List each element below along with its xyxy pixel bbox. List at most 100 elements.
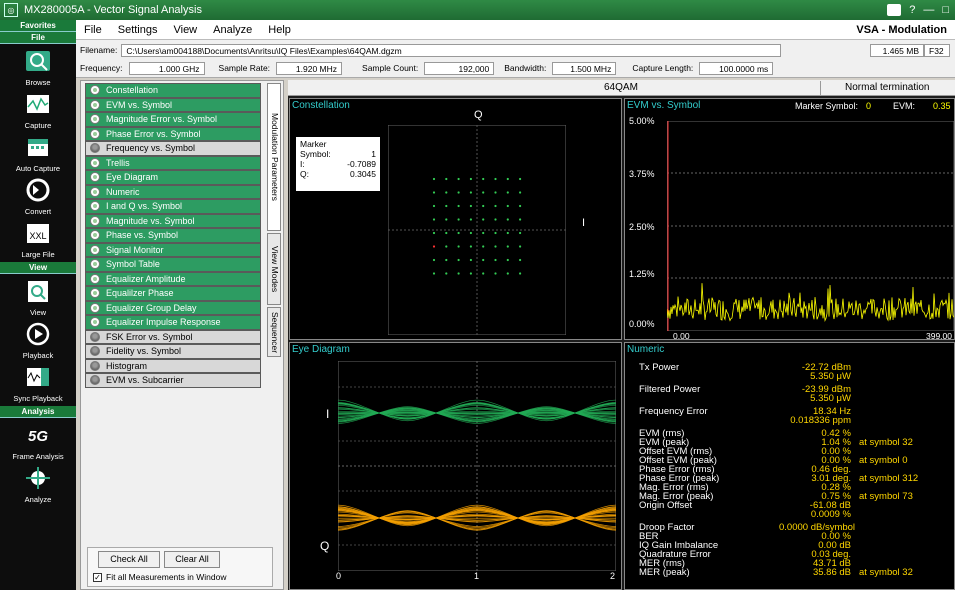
radio-off-icon[interactable] <box>90 331 100 342</box>
help-button[interactable]: ? <box>909 4 916 16</box>
radio-off-icon[interactable] <box>90 360 100 371</box>
measurement-item[interactable]: Eye Diagram <box>85 170 261 185</box>
evm-ytick-2-5: 2.50% <box>629 222 655 232</box>
minimize-button[interactable]: — <box>923 4 935 16</box>
sidebar-label-browse: Browse <box>25 78 51 87</box>
sidebar-item-view[interactable]: View <box>0 274 76 317</box>
sidebar-item-analyze[interactable]: Analyze <box>0 461 76 504</box>
radio-on-icon[interactable] <box>90 215 100 226</box>
menu-file[interactable]: File <box>84 23 102 36</box>
measurement-item[interactable]: Equalilzer Phase <box>85 286 261 301</box>
sidebar-item-frame-analysis[interactable]: 5G Frame Analysis <box>0 418 76 461</box>
marker-q-label: Q: <box>300 169 309 179</box>
sidebar-item-auto-capture[interactable]: Auto Capture <box>0 130 76 173</box>
measurement-item[interactable]: Constellation <box>85 83 261 98</box>
radio-on-icon[interactable] <box>90 128 100 139</box>
numeric-value: 18.34 Hz <box>812 406 851 417</box>
numeric-row: MER (rms) 43.71 dB <box>639 559 918 569</box>
clear-all-button[interactable]: Clear All <box>164 551 220 568</box>
numeric-extra: at symbol 73 <box>859 491 913 502</box>
sidebar-section-view[interactable]: View <box>0 262 76 274</box>
radio-on-icon[interactable] <box>90 230 100 241</box>
radio-on-icon[interactable] <box>90 172 100 183</box>
sidebar-item-capture[interactable]: Capture <box>0 87 76 130</box>
main-display: 64QAM Normal termination Constellation Q… <box>288 80 955 590</box>
radio-on-icon[interactable] <box>90 157 100 168</box>
radio-on-icon[interactable] <box>90 114 100 125</box>
sidebar-item-playback[interactable]: Playback <box>0 317 76 360</box>
sidebar-section-favorites[interactable]: Favorites <box>0 20 76 32</box>
numeric-row: Phase Error (peak) 3.01 deg. at symbol 312 <box>639 474 918 484</box>
menu-analyze[interactable]: Analyze <box>213 23 253 36</box>
eye-i-traces <box>338 399 616 424</box>
measurement-item[interactable]: EVM vs. Symbol <box>85 97 261 112</box>
sidebar-section-analysis[interactable]: Analysis <box>0 406 76 418</box>
eye-diagram-pane[interactable]: Eye Diagram I Q 0 1 2 <box>289 342 622 590</box>
radio-on-icon[interactable] <box>90 99 100 110</box>
radio-on-icon[interactable] <box>90 288 100 299</box>
sidebar-item-sync-playback[interactable]: Sync Playback <box>0 360 76 403</box>
menu-view[interactable]: View <box>173 23 198 36</box>
check-all-button[interactable]: Check All <box>98 551 160 568</box>
radio-on-icon[interactable] <box>90 85 100 96</box>
measurement-item[interactable]: EVM vs. Subcarrier <box>85 373 261 388</box>
measurement-item[interactable]: Numeric <box>85 184 261 199</box>
measurement-item[interactable]: Phase Error vs. Symbol <box>85 126 261 141</box>
measurement-item[interactable]: Histogram <box>85 358 261 373</box>
measurement-item[interactable]: Equalizer Group Delay <box>85 300 261 315</box>
measurement-item[interactable]: Equalizer Amplitude <box>85 271 261 286</box>
radio-on-icon[interactable] <box>90 186 100 197</box>
numeric-extra <box>851 523 859 532</box>
radio-on-icon[interactable] <box>90 317 100 328</box>
maximize-button[interactable]: □ <box>942 4 949 16</box>
measurement-label: EVM vs. Subcarrier <box>106 375 184 386</box>
radio-on-icon[interactable] <box>90 201 100 212</box>
left-sidebar: Favorites File Browse Capture Auto Captu… <box>0 20 76 590</box>
menu-help[interactable]: Help <box>268 23 291 36</box>
radio-off-icon[interactable] <box>90 143 100 154</box>
measurement-item[interactable]: Frequency vs. Symbol <box>85 141 261 156</box>
sidebar-item-convert[interactable]: Convert <box>0 173 76 216</box>
measurement-item[interactable]: Fidelity vs. Symbol <box>85 344 261 359</box>
eye-diagram-title: Eye Diagram <box>292 344 350 355</box>
constellation-point <box>445 231 448 235</box>
measurement-item[interactable]: Phase vs. Symbol <box>85 228 261 243</box>
fit-all-checkbox[interactable]: ✓ Fit all Measurements in Window <box>93 572 226 582</box>
constellation-pane[interactable]: Constellation Q I Marker Symbol: 1 I: -0.7… <box>289 98 622 340</box>
eye-xtick-0: 0 <box>336 571 342 581</box>
sidebar-item-browse[interactable]: Browse <box>0 44 76 87</box>
tab-view-modes[interactable]: View Modes <box>267 233 281 305</box>
frequency-label: Frequency: <box>80 63 123 73</box>
radio-off-icon[interactable] <box>90 346 100 357</box>
radio-on-icon[interactable] <box>90 259 100 270</box>
evm-pane[interactable]: EVM vs. Symbol Marker Symbol: 0 EVM: 0.3… <box>624 98 955 341</box>
measurement-item[interactable]: Symbol Table <box>85 257 261 272</box>
tab-modulation-parameters[interactable]: Modulation Parameters <box>267 83 281 231</box>
radio-off-icon[interactable] <box>90 375 100 386</box>
constellation-point <box>445 177 448 181</box>
numeric-extra <box>851 394 859 403</box>
camera-icon[interactable] <box>887 4 902 16</box>
eye-trace <box>338 515 616 520</box>
measurement-item[interactable]: FSK Error vs. Symbol <box>85 329 261 344</box>
measurement-item[interactable]: Equalizer Impulse Response <box>85 315 261 330</box>
measurement-item[interactable]: I and Q vs. Symbol <box>85 199 261 214</box>
tab-sequencer[interactable]: Sequencer <box>267 307 281 357</box>
numeric-value: 0.75 % <box>821 491 851 502</box>
checkbox-checked-icon[interactable]: ✓ <box>93 572 102 582</box>
measurement-item[interactable]: Magnitude vs. Symbol <box>85 213 261 228</box>
measurement-item[interactable]: Trellis <box>85 155 261 170</box>
measurement-label: Equalizer Group Delay <box>106 302 197 313</box>
numeric-row: Quadrature Error 0.03 deg. <box>639 550 918 560</box>
measurement-item[interactable]: Magnitude Error vs. Symbol <box>85 112 261 127</box>
radio-on-icon[interactable] <box>90 244 100 255</box>
radio-on-icon[interactable] <box>90 302 100 313</box>
numeric-pane[interactable]: Numeric Tx Power -22.72 dBm 5.350 μW Filter… <box>624 342 955 590</box>
constellation-point <box>494 231 497 235</box>
menu-settings[interactable]: Settings <box>117 23 158 36</box>
measurement-item[interactable]: Signal Monitor <box>85 242 261 257</box>
eye-trace <box>338 516 616 521</box>
radio-on-icon[interactable] <box>90 273 100 284</box>
sidebar-section-file[interactable]: File <box>0 32 76 44</box>
sidebar-item-large-file[interactable]: XXL Large File <box>0 216 76 259</box>
